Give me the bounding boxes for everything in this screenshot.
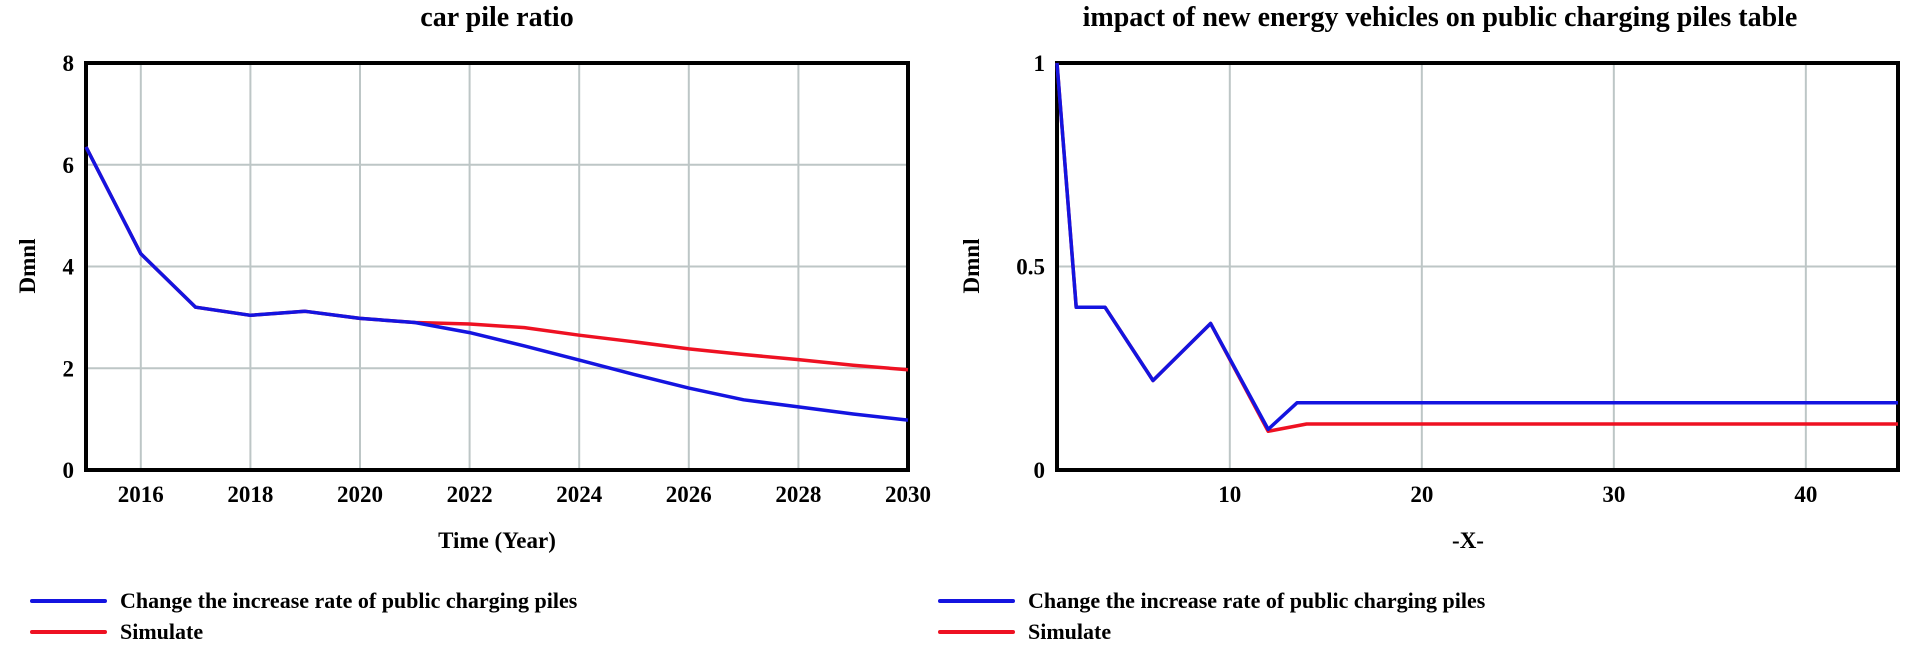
plot-frame [1055,61,1900,472]
x-tick-label: 10 [1218,482,1241,507]
y-axis-title-right: Dmnl [959,238,984,294]
x-tick-label: 2020 [337,482,383,507]
series-line [84,146,909,372]
x-tick-label: 2026 [666,482,712,507]
legend-label: Simulate [120,619,204,644]
plot-frame [84,61,910,472]
legend-item: Simulate [938,617,1485,647]
series-line [84,146,909,422]
chart-title-left: car pile ratio [420,2,574,33]
y-tick-label: 4 [63,255,75,280]
x-axis-title-right: -X- [1452,528,1484,553]
legend-line-blue-icon [30,599,107,603]
legend-line-blue-icon [938,599,1015,603]
x-tick-label: 2018 [227,482,273,507]
x-tick-label: 30 [1602,482,1625,507]
y-tick-label: 0.5 [1016,255,1045,280]
legend-item: Change the increase rate of public charg… [30,586,577,616]
legend-label: Change the increase rate of public charg… [1028,588,1486,613]
y-tick-label: 0 [63,458,75,483]
x-tick-label: 2030 [885,482,931,507]
series-line [1055,62,1898,434]
y-tick-label: 1 [1034,51,1046,76]
legend-left: Change the increase rate of public charg… [30,586,577,648]
x-tick-label: 2028 [775,482,821,507]
legend-line-red-icon [30,630,107,634]
legend-label: Change the increase rate of public charg… [120,588,578,613]
legend-item: Simulate [30,617,577,647]
y-tick-label: 0 [1034,458,1046,483]
legend-item: Change the increase rate of public charg… [938,586,1485,616]
x-tick-label: 2024 [556,482,603,507]
y-tick-label: 8 [63,51,75,76]
x-tick-label: 2016 [118,482,164,507]
legend-right: Change the increase rate of public charg… [938,586,1485,648]
legend-line-red-icon [938,630,1015,634]
legend-label: Simulate [1028,619,1112,644]
x-tick-label: 40 [1794,482,1817,507]
x-tick-label: 2022 [447,482,493,507]
y-axis-title-left: Dmnl [15,238,40,294]
series-line [1055,62,1898,432]
y-tick-label: 2 [63,356,75,381]
y-tick-label: 6 [63,153,75,178]
chart-title-right: impact of new energy vehicles on public … [1082,2,1798,33]
x-tick-label: 20 [1410,482,1433,507]
x-axis-title-left: Time (Year) [438,528,556,553]
